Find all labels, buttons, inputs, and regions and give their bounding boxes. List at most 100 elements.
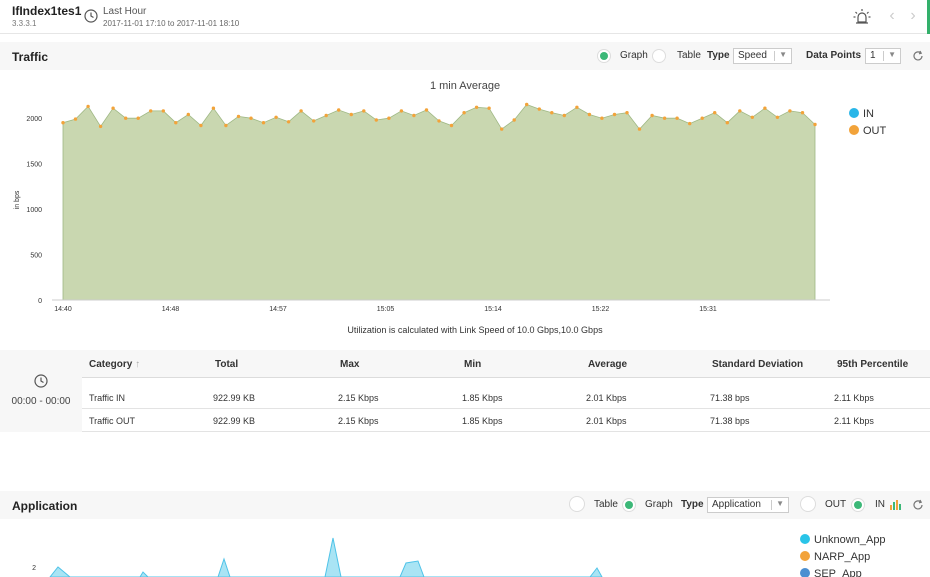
data-point-out xyxy=(73,117,78,121)
status-edge xyxy=(927,0,930,34)
time-range-label[interactable]: Last Hour xyxy=(103,6,147,17)
cell-average: 2.01 Kbps xyxy=(586,393,627,403)
data-point-out xyxy=(249,116,253,120)
caret-down-icon: ▼ xyxy=(779,50,787,59)
traffic-title: Traffic xyxy=(12,50,49,64)
y-tick-label: 2 xyxy=(32,565,36,572)
legend-item[interactable]: Unknown_App xyxy=(800,533,886,547)
column-header-95th[interactable]: 95th Percentile xyxy=(837,359,909,370)
data-point-out xyxy=(236,114,241,119)
graph-radio-label[interactable]: Graph xyxy=(645,499,673,510)
table-radio-label[interactable]: Table xyxy=(594,499,618,510)
chevron-left-icon[interactable]: ‹ xyxy=(889,7,895,24)
refresh-icon[interactable] xyxy=(912,50,924,62)
data-point-out xyxy=(374,118,378,122)
x-tick-label: 14:57 xyxy=(269,306,287,313)
stats-time-range: 00:00 - 00:00 xyxy=(11,396,71,407)
cell-average: 2.01 Kbps xyxy=(586,416,627,426)
data-point-out xyxy=(700,116,704,120)
data-point-out xyxy=(537,107,541,111)
data-point-out xyxy=(186,112,190,117)
legend-dot-icon xyxy=(800,551,810,561)
type-select[interactable]: Speed ▼ xyxy=(733,48,792,64)
table-row: Traffic OUT 922.99 KB 2.15 Kbps 1.85 Kbp… xyxy=(82,409,930,432)
data-point-out xyxy=(387,116,391,120)
traffic-chart: 0 500 1000 1500 2000 in bps 14:40 14:48 14:57 15:… xyxy=(14,102,830,313)
application-type-value: Application xyxy=(712,499,761,510)
data-points-select[interactable]: 1 ▼ xyxy=(865,48,901,64)
bar-chart-icon[interactable] xyxy=(889,499,901,511)
legend-item[interactable]: SEP_App xyxy=(800,567,862,577)
table-radio[interactable] xyxy=(652,49,666,63)
cell-min: 1.85 Kbps xyxy=(462,393,503,403)
data-point-out xyxy=(650,113,654,118)
data-point-out xyxy=(211,106,216,110)
data-point-out xyxy=(149,109,153,113)
legend-dot-icon xyxy=(849,108,859,118)
cell-std-dev: 71.38 bps xyxy=(710,416,750,426)
data-point-out xyxy=(98,124,103,129)
in-radio-label[interactable]: IN xyxy=(875,499,885,510)
data-point-out xyxy=(199,123,203,128)
in-radio[interactable] xyxy=(851,498,865,512)
cell-std-dev: 71.38 bps xyxy=(710,393,750,403)
legend-label: Unknown_App xyxy=(814,534,886,546)
data-point-out xyxy=(713,111,717,115)
column-header-average[interactable]: Average xyxy=(588,359,628,370)
y-tick-label: 0 xyxy=(38,298,42,305)
graph-radio[interactable] xyxy=(622,498,636,512)
out-radio-label[interactable]: OUT xyxy=(825,499,847,510)
application-title: Application xyxy=(12,499,78,513)
graph-radio-label[interactable]: Graph xyxy=(620,50,648,61)
legend-item[interactable]: OUT xyxy=(849,124,886,138)
data-point-out xyxy=(587,112,592,117)
unknown-app-area xyxy=(49,537,603,577)
column-header-category[interactable]: Category ↑ xyxy=(89,359,141,370)
cell-category: Traffic IN xyxy=(89,393,126,403)
table-radio-label[interactable]: Table xyxy=(677,50,701,61)
column-header-total[interactable]: Total xyxy=(215,359,239,370)
legend-label: OUT xyxy=(863,125,887,137)
clock-icon[interactable] xyxy=(84,9,98,23)
data-point-out xyxy=(800,111,805,115)
refresh-icon[interactable] xyxy=(912,499,924,511)
data-point-out xyxy=(299,109,303,113)
data-points-value: 1 xyxy=(870,50,876,61)
data-point-out xyxy=(625,111,629,115)
graph-radio[interactable] xyxy=(597,49,611,63)
chevron-right-icon[interactable]: › xyxy=(910,7,916,24)
column-header-max[interactable]: Max xyxy=(340,359,360,370)
data-point-out xyxy=(324,113,328,118)
data-point-out xyxy=(813,122,817,127)
y-tick-label: 500 xyxy=(30,253,42,260)
data-point-out xyxy=(612,112,617,117)
application-type-select[interactable]: Application ▼ xyxy=(707,497,789,513)
column-header-min[interactable]: Min xyxy=(464,359,482,370)
legend-item[interactable]: NARP_App xyxy=(800,550,870,564)
out-radio[interactable] xyxy=(800,496,816,512)
table-radio[interactable] xyxy=(569,496,585,512)
data-point-out xyxy=(512,118,516,122)
data-point-out xyxy=(224,123,228,128)
data-point-out xyxy=(161,109,165,113)
data-point-out xyxy=(124,116,128,120)
column-header-std-dev[interactable]: Standard Deviation xyxy=(712,359,804,370)
y-axis-label: in bps xyxy=(14,190,21,209)
cell-95th: 2.11 Kbps xyxy=(834,393,874,403)
data-point-out xyxy=(337,108,341,112)
data-point-out xyxy=(788,109,792,113)
cell-max: 2.15 Kbps xyxy=(338,393,379,403)
y-tick-label: 1500 xyxy=(26,162,42,169)
legend-item[interactable]: IN xyxy=(849,107,874,121)
data-point-out xyxy=(449,123,454,128)
legend-dot-icon xyxy=(800,534,810,544)
caret-down-icon: ▼ xyxy=(776,499,784,508)
cell-min: 1.85 Kbps xyxy=(462,416,503,426)
alarm-icon[interactable] xyxy=(852,7,872,27)
data-point-out xyxy=(111,106,115,110)
x-tick-label: 15:22 xyxy=(592,306,610,313)
data-point-out xyxy=(637,127,642,131)
data-point-out xyxy=(775,115,780,119)
data-point-out xyxy=(274,115,278,119)
data-point-out xyxy=(412,113,416,118)
